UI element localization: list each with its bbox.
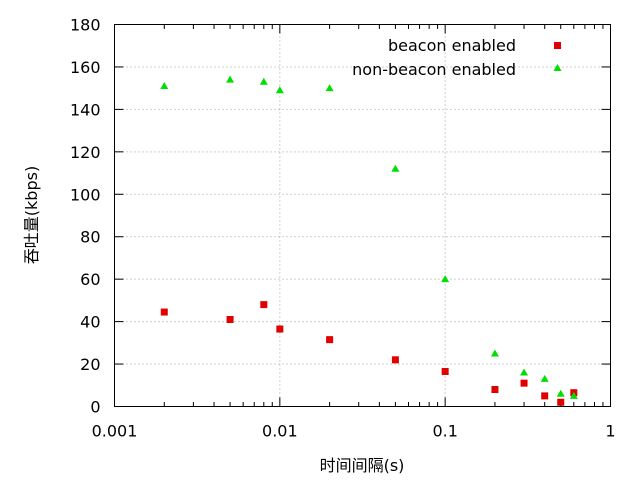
legend-label-non-beacon-enabled: non-beacon enabled <box>352 60 516 79</box>
data-point-non-beacon <box>441 275 450 283</box>
series-0 <box>160 301 578 406</box>
data-point-beacon <box>226 315 234 323</box>
data-point-beacon <box>391 356 399 364</box>
y-axis-label: 吞吐量(kbps) <box>22 166 41 264</box>
data-point-beacon <box>491 386 499 394</box>
data-point-beacon <box>260 301 268 309</box>
y-tick-label: 40 <box>80 313 100 332</box>
y-tick-label: 160 <box>70 58 101 77</box>
legend: beacon enabled non-beacon enabled <box>352 36 562 79</box>
x-axis-label: 时间间隔(s) <box>320 456 405 475</box>
y-tick-label: 80 <box>80 228 100 247</box>
data-point-beacon <box>520 379 528 387</box>
legend-marker-beacon-enabled <box>554 42 561 49</box>
data-point-beacon <box>326 336 334 344</box>
plot-frame <box>114 24 611 407</box>
data-point-non-beacon <box>569 391 578 399</box>
data-point-beacon <box>557 398 565 406</box>
data-point-beacon <box>441 367 449 375</box>
x-tick-label: 0.01 <box>262 422 298 441</box>
data-point-non-beacon <box>325 84 334 92</box>
data-point-non-beacon <box>490 349 499 357</box>
y-tick-label: 20 <box>80 355 100 374</box>
x-tick-label: 0.1 <box>432 422 457 441</box>
data-point-non-beacon <box>556 389 565 397</box>
y-tick-label: 0 <box>90 398 100 417</box>
grid-lines <box>114 24 611 407</box>
data-point-non-beacon <box>259 77 268 85</box>
x-tick-labels: 0.001 0.01 0.1 1 <box>92 422 616 441</box>
data-point-non-beacon <box>540 374 549 382</box>
data-point-non-beacon <box>391 164 400 172</box>
legend-marker-non-beacon-enabled <box>553 64 562 71</box>
data-point-non-beacon <box>275 86 284 94</box>
y-tick-label: 60 <box>80 270 100 289</box>
y-tick-label: 120 <box>70 143 101 162</box>
y-tick-label: 100 <box>70 185 101 204</box>
x-tick-label: 1 <box>605 422 615 441</box>
data-point-beacon <box>541 392 549 400</box>
data-points <box>160 75 578 406</box>
data-point-non-beacon <box>520 368 529 376</box>
series-1 <box>160 75 578 399</box>
y-tick-label: 140 <box>70 100 101 119</box>
y-tick-labels: 0 20 40 60 80 100 120 140 160 180 <box>70 16 101 417</box>
y-tick-label: 180 <box>70 16 101 35</box>
data-point-beacon <box>276 325 284 333</box>
data-point-non-beacon <box>226 75 235 83</box>
data-point-non-beacon <box>160 82 169 90</box>
x-tick-label: 0.001 <box>92 422 138 441</box>
data-point-beacon <box>160 308 168 316</box>
legend-label-beacon-enabled: beacon enabled <box>388 36 516 55</box>
axis-ticks <box>114 24 611 407</box>
